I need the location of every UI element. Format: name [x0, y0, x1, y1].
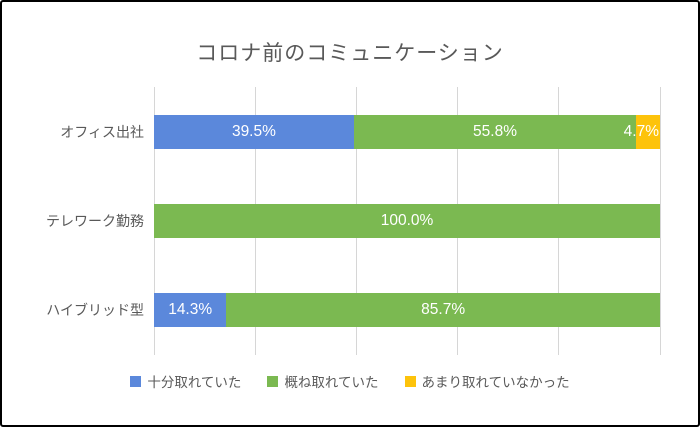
plot-area: 39.5% 55.8% 4.7% 100.0% 14.3% 85.7% — [153, 87, 661, 355]
legend-marker-icon — [130, 375, 142, 387]
legend-marker-icon — [404, 375, 416, 387]
chart-title: コロナ前のコミュニケーション — [196, 42, 504, 65]
legend-item: あまり取れていなかった — [404, 371, 570, 391]
legend-label: 概ね取れていた — [284, 375, 379, 390]
legend-item: 概ね取れていた — [267, 371, 379, 391]
legend-label: 十分取れていた — [147, 375, 242, 390]
bar-row: 100.0% — [154, 204, 660, 238]
data-label: 4.7% — [623, 122, 659, 140]
data-label: 85.7% — [421, 301, 466, 319]
legend-item: 十分取れていた — [130, 371, 241, 391]
data-label: 55.8% — [473, 122, 518, 140]
category-axis: オフィス出社テレワーク勤務 ハイブリッド型 — [2, 87, 144, 355]
category-label: オフィス出社 — [60, 123, 144, 140]
bar-row: 14.3% 85.7% — [154, 293, 660, 328]
bar-row: 39.5% 55.8% 4.7% — [154, 114, 660, 149]
bar-segment: 85.7% — [226, 293, 660, 328]
bar-segment: 39.5% — [154, 114, 354, 149]
category-label: テレワーク勤務 — [46, 213, 144, 229]
data-label: 14.3% — [168, 301, 213, 319]
bar-segment: 55.8% — [353, 114, 637, 149]
gridline-100 — [659, 87, 661, 355]
legend: 十分取れていた 概ね取れていた あまり取れていなかった — [2, 371, 698, 391]
bar-segment: 4.7% — [624, 114, 660, 149]
data-label: 100.0% — [380, 212, 434, 229]
bar-segment: 100.0% — [154, 204, 660, 238]
data-label: 39.5% — [231, 122, 276, 140]
bar-segment: 14.3% — [154, 293, 227, 328]
category-label: ハイブリッド型 — [46, 302, 144, 319]
legend-marker-icon — [267, 375, 279, 387]
legend-label: あまり取れていなかった — [421, 375, 570, 390]
